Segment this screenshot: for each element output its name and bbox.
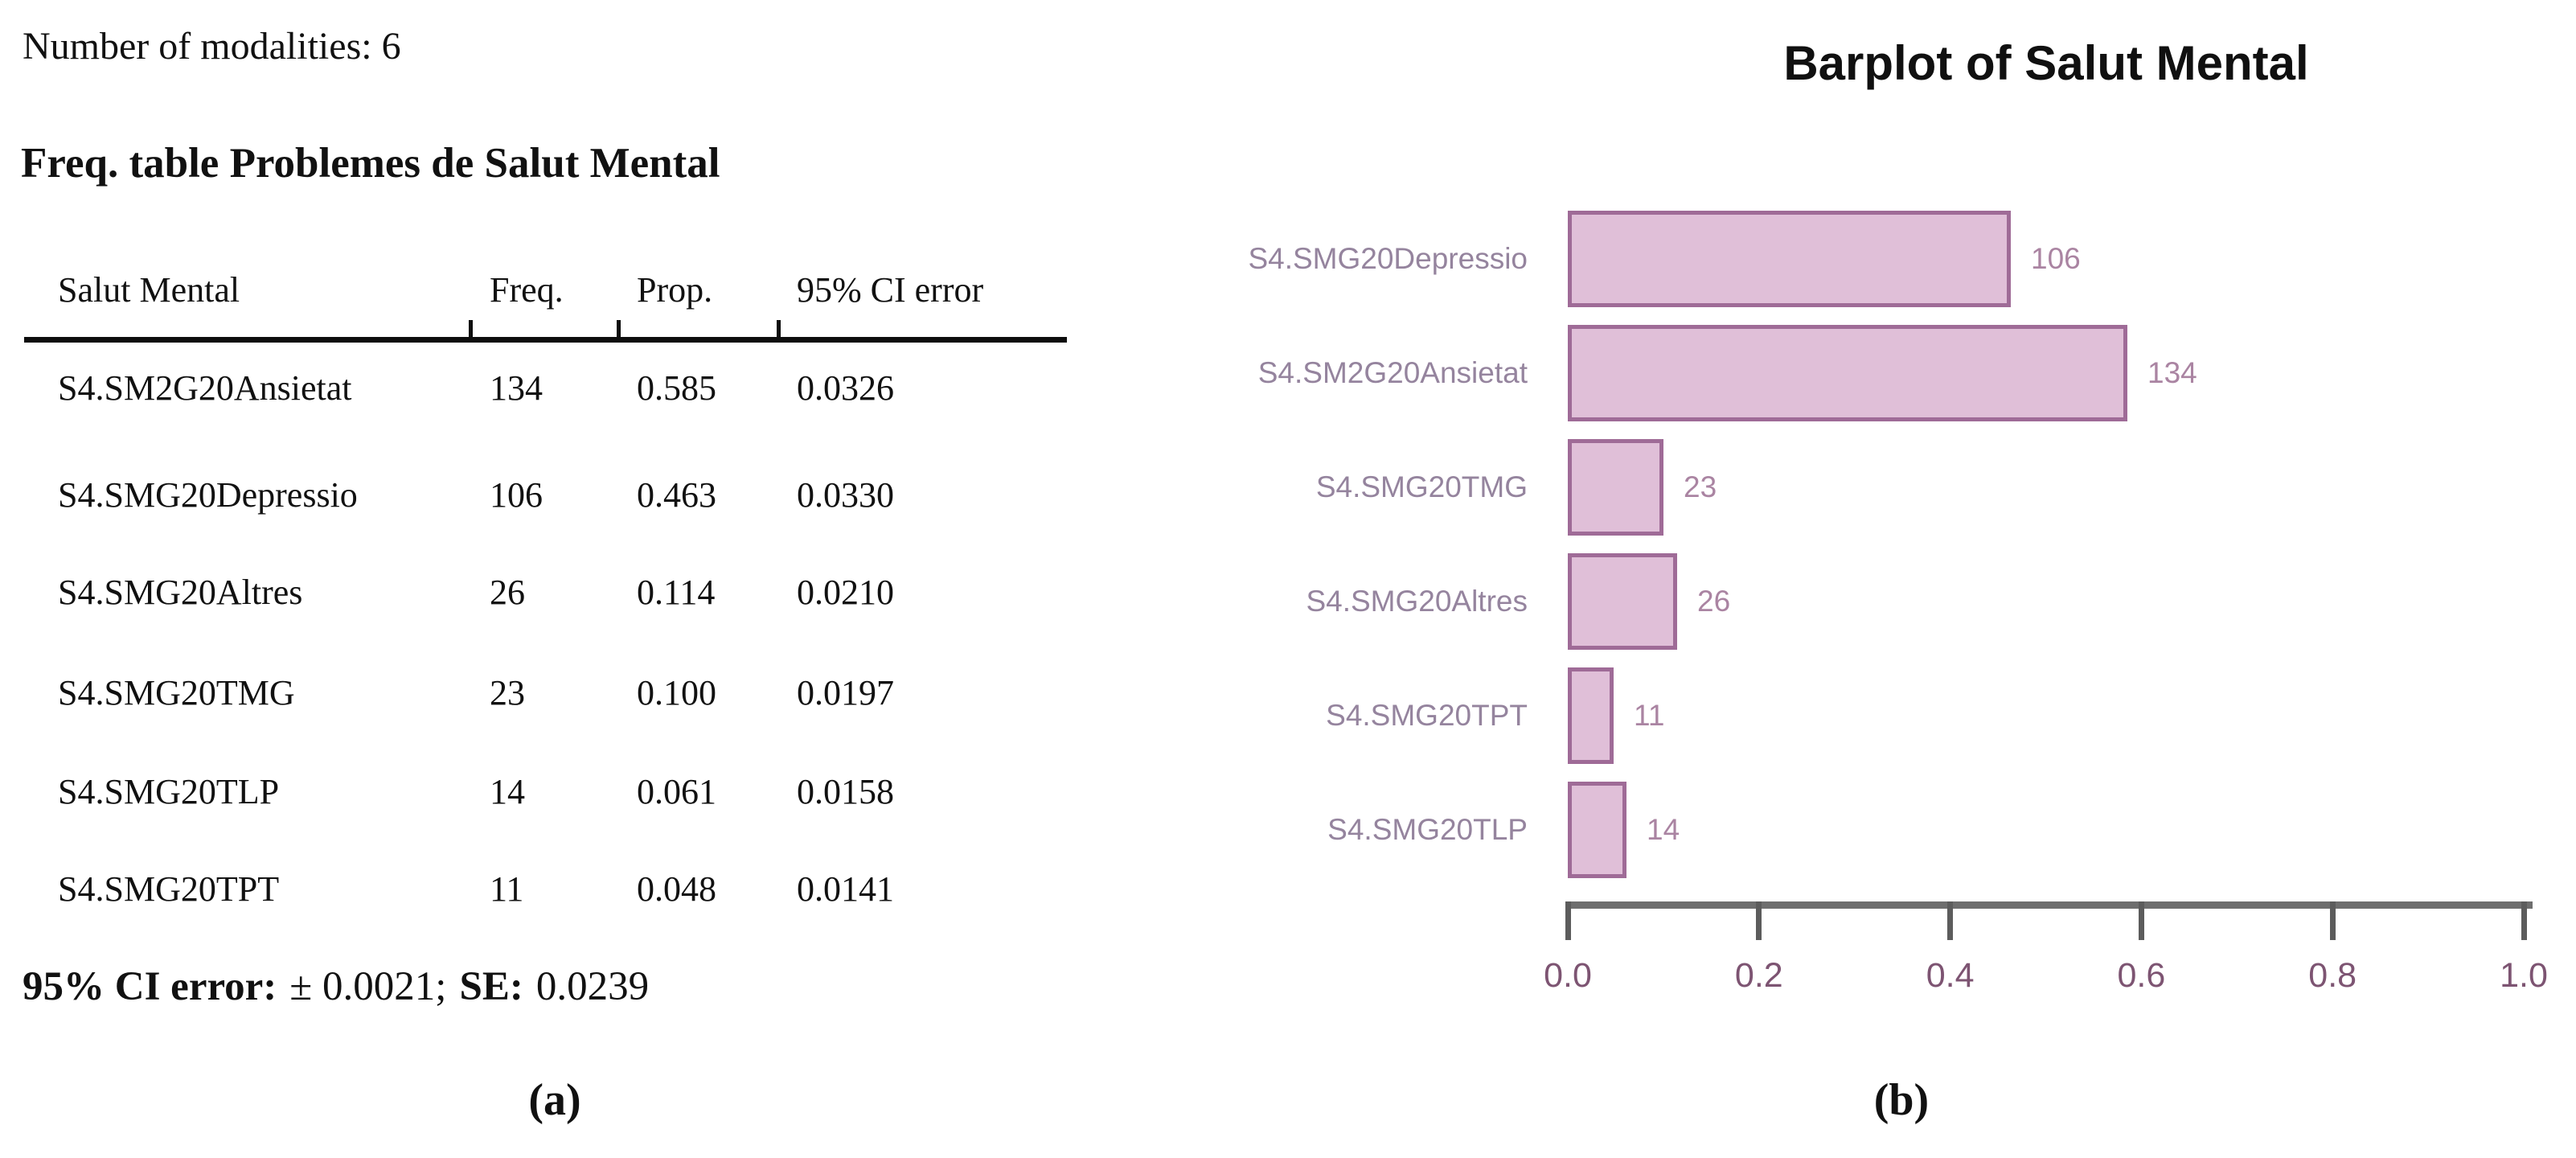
x-axis-tick: 0.0 [1512, 901, 1624, 996]
y-axis-label: S4.SMG20TPT [1326, 699, 1528, 732]
y-axis-label: S4.SMG20Depressio [1248, 242, 1528, 275]
tick-mark [2329, 901, 2336, 940]
bar-tlp [1568, 782, 1626, 878]
x-axis-line [1566, 901, 2533, 909]
subfigure-label-b: (b) [1873, 1075, 1930, 1125]
x-axis-tick: 0.6 [2085, 901, 2197, 996]
table-header-row: Salut Mental Freq. Prop. 95% CI error [0, 265, 1286, 315]
cell-modality: S4.SMG20Depressio [58, 475, 358, 515]
cell-prop: 0.585 [637, 368, 716, 408]
table-row: S4.SM2G20Ansietat 134 0.585 0.0326 [0, 363, 1286, 413]
cell-ci: 0.0210 [797, 573, 894, 612]
cell-freq: 11 [490, 869, 524, 909]
cell-prop: 0.048 [637, 869, 716, 909]
x-axis-tick: 0.8 [2276, 901, 2389, 996]
cell-ci: 0.0326 [797, 368, 894, 408]
bar-value-label: 11 [1634, 699, 1665, 732]
header-prop: Prop. [637, 270, 713, 310]
cell-freq: 26 [490, 573, 525, 612]
bar-row: S4.SM2G20Ansietat 134 [1122, 325, 2197, 421]
cell-modality: S4.SMG20TPT [58, 869, 280, 909]
y-axis-label: S4.SMG20Altres [1306, 585, 1528, 618]
bar-depressio [1568, 211, 2011, 307]
y-axis-label: S4.SMG20TMG [1315, 470, 1528, 503]
table-row: S4.SMG20TLP 14 0.061 0.0158 [0, 767, 1286, 817]
bar-row: S4.SMG20Depressio 106 [1122, 211, 2081, 307]
table-row: S4.SMG20TMG 23 0.100 0.0197 [0, 668, 1286, 718]
tick-label: 0.8 [2308, 956, 2357, 995]
cell-prop: 0.114 [637, 573, 716, 612]
tick-label: 0.0 [1544, 956, 1592, 995]
tick-mark [1565, 901, 1571, 940]
cell-ci: 0.0330 [797, 475, 894, 515]
column-divider-tick [469, 320, 473, 337]
header-ci-error: 95% CI error [797, 270, 984, 310]
bar-value-label: 23 [1684, 470, 1717, 503]
bar-value-label: 26 [1697, 585, 1731, 618]
bar-altres [1568, 553, 1677, 650]
table-header-rule [24, 337, 1067, 343]
cell-modality: S4.SMG20TLP [58, 772, 280, 811]
x-axis-tick: 0.4 [1894, 901, 2007, 996]
cell-ci: 0.0197 [797, 673, 894, 712]
tick-label: 0.2 [1734, 956, 1783, 995]
ci-summary-line: 95% CI error: ± 0.0021; SE: 0.0239 [23, 962, 649, 1012]
tick-label: 1.0 [2500, 956, 2548, 995]
bar-tmg [1568, 439, 1663, 536]
cell-freq: 14 [490, 772, 525, 811]
cell-modality: S4.SM2G20Ansietat [58, 368, 352, 408]
ci-error-label: 95% CI error: [23, 964, 277, 1009]
bar-row: S4.SMG20TPT 11 [1122, 667, 1664, 764]
chart-title: Barplot of Salut Mental [1783, 36, 2309, 90]
se-value: 0.0239 [535, 964, 650, 1009]
cell-ci: 0.0141 [797, 869, 894, 909]
tick-mark [1947, 901, 1954, 940]
bar-row: S4.SMG20TLP 14 [1122, 782, 1680, 878]
cell-prop: 0.463 [637, 475, 716, 515]
bar-ansietat [1568, 325, 2127, 421]
cell-modality: S4.SMG20TMG [58, 673, 295, 712]
subfigure-label-a: (a) [528, 1075, 581, 1125]
cell-freq: 134 [490, 368, 543, 408]
tick-mark [1756, 901, 1762, 940]
bar-row: S4.SMG20Altres 26 [1122, 553, 1730, 650]
tick-mark [2138, 901, 2144, 940]
header-salut-mental: Salut Mental [58, 270, 240, 310]
table-row: S4.SMG20Altres 26 0.114 0.0210 [0, 568, 1286, 618]
tick-label: 0.6 [2117, 956, 2166, 995]
y-axis-label: S4.SM2G20Ansietat [1257, 356, 1528, 389]
table-row: S4.SMG20TPT 11 0.048 0.0141 [0, 864, 1286, 914]
cell-prop: 0.061 [637, 772, 716, 811]
cell-prop: 0.100 [637, 673, 716, 712]
se-label: SE: [459, 964, 523, 1009]
tick-mark [2521, 901, 2527, 940]
cell-ci: 0.0158 [797, 772, 894, 811]
header-freq: Freq. [490, 270, 564, 310]
x-axis-tick: 1.0 [2467, 901, 2576, 996]
cell-freq: 106 [490, 475, 543, 515]
table-heading: Freq. table Problemes de Salut Mental [21, 140, 720, 187]
column-divider-tick [617, 320, 621, 337]
bar-value-label: 134 [2147, 356, 2197, 389]
bar-row: S4.SMG20TMG 23 [1122, 439, 1717, 536]
ci-error-value: ± 0.0021; [289, 964, 447, 1009]
modalities-line: Number of modalities: 6 [23, 25, 401, 68]
y-axis-label: S4.SMG20TLP [1327, 813, 1528, 846]
cell-freq: 23 [490, 673, 525, 712]
bar-tpt [1568, 667, 1614, 764]
cell-modality: S4.SMG20Altres [58, 573, 303, 612]
tick-label: 0.4 [1926, 956, 1975, 995]
bar-value-label: 14 [1647, 813, 1680, 846]
bar-value-label: 106 [2031, 242, 2081, 275]
table-row: S4.SMG20Depressio 106 0.463 0.0330 [0, 470, 1286, 520]
column-divider-tick [777, 320, 781, 337]
x-axis-tick: 0.2 [1703, 901, 1815, 996]
